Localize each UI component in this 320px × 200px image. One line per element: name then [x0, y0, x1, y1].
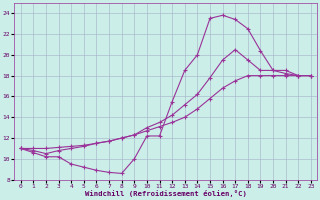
X-axis label: Windchill (Refroidissement éolien,°C): Windchill (Refroidissement éolien,°C)	[85, 190, 247, 197]
